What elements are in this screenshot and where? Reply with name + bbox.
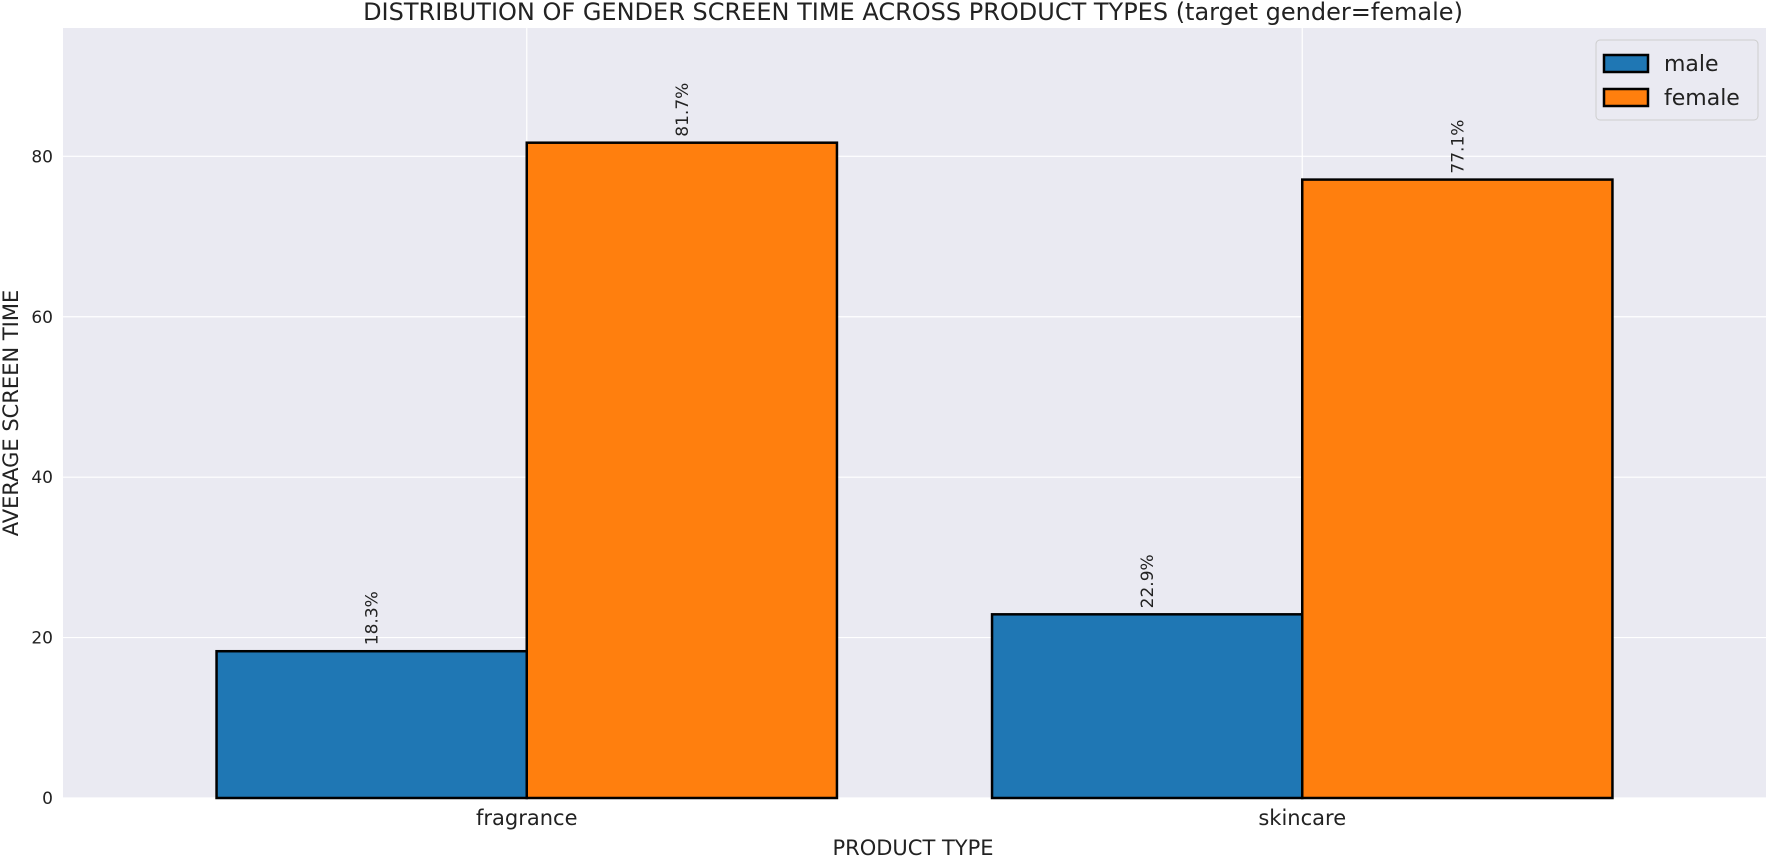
bar-value-label: 77.1% bbox=[1448, 120, 1468, 174]
legend-label-male: male bbox=[1664, 52, 1719, 77]
y-tick-label: 60 bbox=[31, 308, 53, 328]
bar-value-label: 22.9% bbox=[1138, 554, 1158, 608]
legend-swatch-female bbox=[1602, 87, 1650, 108]
chart-title: DISTRIBUTION OF GENDER SCREEN TIME ACROS… bbox=[363, 0, 1463, 26]
bar-female-skincare bbox=[1301, 178, 1614, 800]
x-axis-ticks: fragrance skincare bbox=[476, 806, 1346, 830]
y-tick-label: 40 bbox=[31, 468, 53, 488]
x-tick-label: fragrance bbox=[476, 806, 578, 830]
y-tick-label: 20 bbox=[31, 629, 53, 649]
y-axis-label: AVERAGE SCREEN TIME bbox=[0, 290, 23, 537]
bar-male-fragrance bbox=[215, 649, 529, 800]
x-tick-label: skincare bbox=[1258, 806, 1346, 830]
bars bbox=[215, 141, 1614, 800]
y-axis-ticks: 0 20 40 60 80 bbox=[31, 147, 53, 809]
legend-swatch-male bbox=[1602, 53, 1650, 74]
legend-label-female: female bbox=[1664, 86, 1740, 111]
bar-male-skincare bbox=[990, 613, 1304, 800]
y-tick-label: 80 bbox=[31, 147, 53, 167]
x-axis-label: PRODUCT TYPE bbox=[832, 836, 993, 859]
y-tick-label: 0 bbox=[42, 789, 53, 809]
bar-value-label: 18.3% bbox=[363, 591, 383, 645]
bar-value-labels: 18.3% 22.9% 81.7% 77.1% bbox=[363, 83, 1469, 646]
bar-value-label: 81.7% bbox=[673, 83, 693, 137]
bar-female-fragrance bbox=[525, 141, 839, 800]
legend: male female bbox=[1595, 39, 1759, 121]
